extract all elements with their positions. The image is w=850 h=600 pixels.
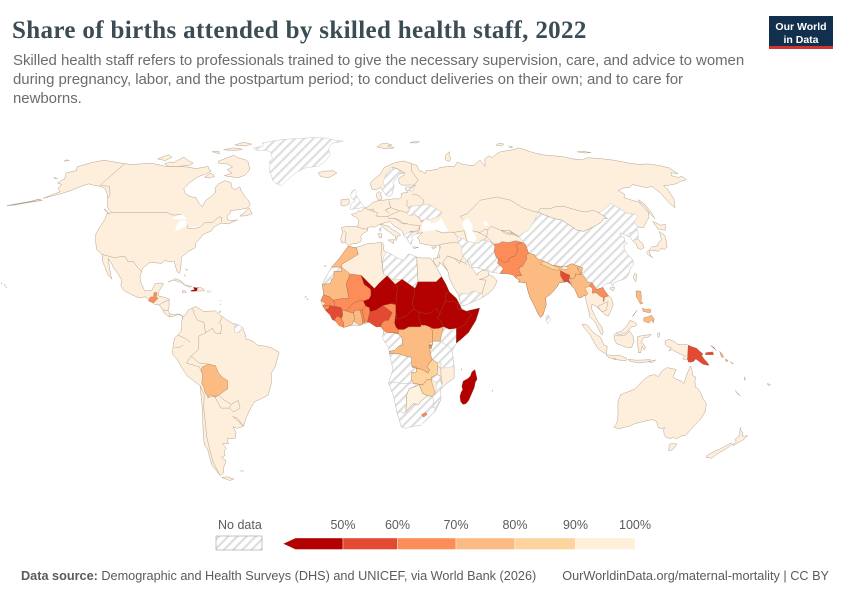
svg-text:80%: 80%	[502, 518, 527, 532]
svg-text:50%: 50%	[330, 518, 355, 532]
svg-text:No data: No data	[218, 518, 262, 532]
svg-text:100%: 100%	[619, 518, 651, 532]
svg-text:70%: 70%	[443, 518, 468, 532]
svg-text:60%: 60%	[385, 518, 410, 532]
svg-text:90%: 90%	[563, 518, 588, 532]
